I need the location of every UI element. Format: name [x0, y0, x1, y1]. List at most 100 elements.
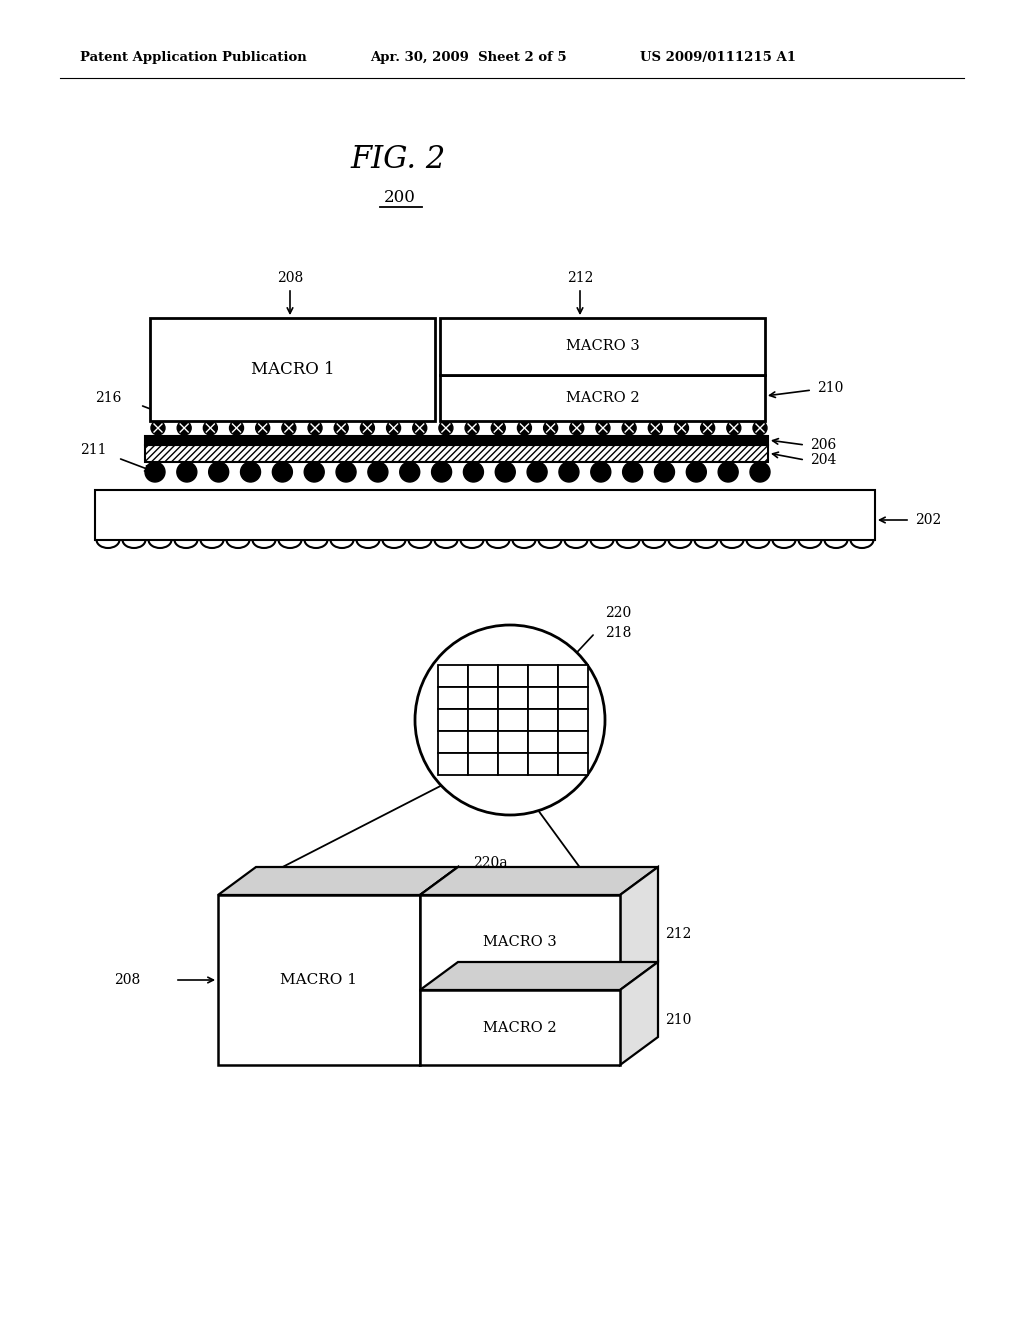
- Text: US 2009/0111215 A1: US 2009/0111215 A1: [640, 51, 796, 65]
- Circle shape: [415, 624, 605, 814]
- Circle shape: [177, 462, 197, 482]
- Bar: [438, 752, 468, 775]
- Text: Apr. 30, 2009  Sheet 2 of 5: Apr. 30, 2009 Sheet 2 of 5: [370, 51, 566, 65]
- Circle shape: [496, 462, 515, 482]
- Text: 218: 218: [605, 626, 632, 640]
- Circle shape: [596, 421, 610, 436]
- Text: Patent Application Publication: Patent Application Publication: [80, 51, 307, 65]
- Text: 204: 204: [810, 453, 837, 467]
- Circle shape: [431, 462, 452, 482]
- Circle shape: [718, 462, 738, 482]
- Bar: [440, 318, 765, 375]
- Bar: [438, 665, 468, 686]
- Bar: [558, 709, 588, 731]
- Bar: [468, 731, 498, 752]
- Circle shape: [241, 462, 260, 482]
- Text: 220a: 220a: [473, 855, 507, 870]
- Bar: [218, 895, 420, 1065]
- Circle shape: [336, 462, 356, 482]
- Bar: [438, 731, 468, 752]
- Polygon shape: [420, 867, 458, 1065]
- Circle shape: [686, 462, 707, 482]
- Circle shape: [675, 421, 688, 436]
- Bar: [558, 752, 588, 775]
- Bar: [420, 990, 620, 1065]
- Text: 220: 220: [605, 606, 631, 620]
- Circle shape: [360, 421, 375, 436]
- Text: 210: 210: [817, 381, 844, 395]
- Bar: [528, 709, 558, 731]
- Circle shape: [517, 421, 531, 436]
- Bar: [558, 665, 588, 686]
- Circle shape: [334, 421, 348, 436]
- Text: MACRO 3: MACRO 3: [483, 936, 557, 949]
- Bar: [420, 895, 620, 990]
- Circle shape: [569, 421, 584, 436]
- Circle shape: [229, 421, 244, 436]
- Text: 200: 200: [384, 190, 416, 206]
- Text: MACRO 3: MACRO 3: [565, 339, 639, 354]
- Text: MACRO 2: MACRO 2: [483, 1020, 557, 1035]
- Bar: [440, 375, 765, 421]
- Circle shape: [256, 421, 269, 436]
- Circle shape: [387, 421, 400, 436]
- Circle shape: [559, 462, 579, 482]
- Bar: [95, 490, 874, 540]
- Circle shape: [753, 421, 767, 436]
- Circle shape: [304, 462, 325, 482]
- Text: MACRO 1: MACRO 1: [251, 360, 334, 378]
- Bar: [528, 752, 558, 775]
- Bar: [468, 686, 498, 709]
- Bar: [528, 686, 558, 709]
- Circle shape: [591, 462, 610, 482]
- Circle shape: [282, 421, 296, 436]
- Text: 212: 212: [665, 928, 691, 941]
- Circle shape: [750, 462, 770, 482]
- Polygon shape: [420, 867, 658, 895]
- Bar: [498, 731, 528, 752]
- Circle shape: [209, 462, 228, 482]
- Circle shape: [308, 421, 322, 436]
- Text: 208: 208: [276, 271, 303, 285]
- Circle shape: [399, 462, 420, 482]
- Bar: [468, 752, 498, 775]
- Bar: [498, 752, 528, 775]
- Circle shape: [145, 462, 165, 482]
- Circle shape: [648, 421, 663, 436]
- Circle shape: [727, 421, 740, 436]
- Polygon shape: [420, 962, 658, 990]
- Circle shape: [439, 421, 453, 436]
- Circle shape: [700, 421, 715, 436]
- Bar: [558, 731, 588, 752]
- Circle shape: [527, 462, 547, 482]
- Circle shape: [492, 421, 505, 436]
- Circle shape: [204, 421, 217, 436]
- Circle shape: [623, 462, 643, 482]
- Polygon shape: [620, 867, 658, 990]
- Text: 212: 212: [567, 271, 593, 285]
- Circle shape: [464, 462, 483, 482]
- Text: 206: 206: [810, 438, 837, 451]
- Text: 210: 210: [665, 1012, 691, 1027]
- Text: MACRO 1: MACRO 1: [281, 973, 357, 987]
- Bar: [150, 318, 435, 421]
- Bar: [468, 709, 498, 731]
- Bar: [438, 709, 468, 731]
- Circle shape: [413, 421, 427, 436]
- Text: 211: 211: [80, 444, 106, 457]
- Bar: [528, 665, 558, 686]
- Bar: [498, 686, 528, 709]
- Bar: [498, 665, 528, 686]
- Text: 208: 208: [114, 973, 140, 987]
- Circle shape: [623, 421, 636, 436]
- Polygon shape: [218, 867, 458, 895]
- Circle shape: [544, 421, 558, 436]
- Text: FIG. 2: FIG. 2: [350, 144, 445, 176]
- Circle shape: [177, 421, 191, 436]
- Bar: [558, 686, 588, 709]
- Bar: [528, 731, 558, 752]
- Bar: [498, 709, 528, 731]
- Circle shape: [272, 462, 293, 482]
- Circle shape: [465, 421, 479, 436]
- Circle shape: [151, 421, 165, 436]
